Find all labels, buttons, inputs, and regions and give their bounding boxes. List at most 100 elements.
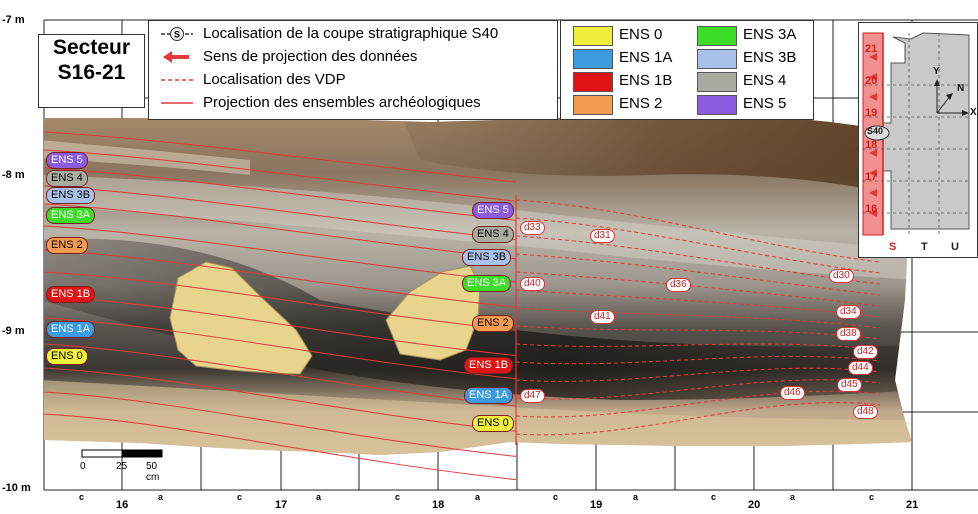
inset-row-label: 21	[865, 43, 878, 55]
symbol-legend: S Localisation de la coupe stratigraphiq…	[148, 20, 558, 120]
sub-label-c: c	[79, 492, 85, 502]
unit-swatch	[573, 72, 613, 92]
title-line2: S16-21	[57, 61, 126, 84]
unit-tag-mid: ENS 0	[472, 415, 514, 432]
sub-label-a: a	[790, 492, 796, 502]
vdp-label: d36	[666, 278, 691, 292]
unit-legend-label: ENS 3A	[743, 26, 797, 43]
inset-col-label: S	[889, 241, 897, 253]
vdp-line	[515, 307, 881, 329]
vdp-label: d40	[520, 277, 545, 291]
unit-swatch	[697, 72, 737, 92]
vdp-line	[515, 217, 881, 274]
projection-line	[43, 343, 517, 407]
unit-tag-left: ENS 5	[46, 152, 88, 169]
vdp-label: d31	[590, 229, 615, 243]
vdp-label: d47	[520, 389, 545, 403]
scale-tick-25: 25	[116, 461, 128, 472]
projection-line	[43, 149, 517, 202]
title-line1: Secteur	[52, 36, 131, 59]
sub-label-c: c	[869, 492, 875, 502]
projection-lines	[43, 131, 517, 481]
unit-legend: ENS 0 ENS 1A ENS 1B ENS 2 ENS 3A ENS 3B ENS 4 E…	[560, 20, 814, 120]
vdp-label: d41	[590, 310, 615, 324]
scale-tick-50: 50 cm	[146, 461, 160, 483]
vdp-line	[515, 402, 881, 436]
projection-line	[43, 295, 517, 357]
unit-swatch	[697, 49, 737, 69]
vdp-line	[515, 343, 881, 351]
unit-legend-label: ENS 1A	[619, 49, 673, 66]
dashed-line-icon	[161, 79, 193, 81]
unit-legend-label: ENS 1B	[619, 72, 673, 89]
inset-col-label: T	[921, 241, 928, 253]
unit-tag-left: ENS 2	[46, 237, 88, 254]
unit-legend-label: ENS 4	[743, 72, 787, 89]
unit-tag-left: ENS 1B	[46, 286, 96, 303]
unit-swatch	[573, 95, 613, 115]
sub-label-c: c	[237, 492, 243, 502]
vdp-label: d45	[837, 378, 862, 392]
vdp-label: d48	[853, 405, 878, 419]
legend-projection-label: Projection des ensembles archéologiques	[203, 94, 481, 111]
inset-axis-x: X	[970, 107, 977, 118]
sub-label-a: a	[475, 492, 481, 502]
unit-tag-mid: ENS 4	[472, 226, 514, 243]
vdp-line	[515, 253, 881, 296]
legend-vdp-label: Localisation des VDP	[203, 71, 346, 88]
inset-row-label: 17	[865, 171, 878, 183]
unit-legend-label: ENS 3B	[743, 49, 797, 66]
unit-swatch	[573, 26, 613, 46]
scale-bar-drawing	[81, 449, 163, 458]
square-label: 21	[906, 499, 919, 511]
depth-label: -8 m	[2, 169, 25, 181]
unit-tag-left: ENS 3B	[46, 187, 96, 204]
projection-line	[43, 367, 517, 432]
sub-label-a: a	[633, 492, 639, 502]
square-label: 18	[432, 499, 445, 511]
square-label: 20	[748, 499, 761, 511]
unit-tag-mid: ENS 1B	[464, 357, 514, 374]
projection-line	[43, 131, 517, 183]
vdp-line	[515, 199, 881, 263]
unit-legend-label: ENS 0	[619, 26, 663, 43]
section-marker-icon: S	[161, 27, 193, 41]
vdp-label: d38	[836, 327, 861, 341]
unit-tag-mid: ENS 5	[472, 202, 514, 219]
projection-line	[43, 185, 517, 241]
inset-axis-y: Y	[933, 66, 940, 77]
block-middle	[385, 265, 481, 361]
inset-col-label: U	[951, 241, 959, 253]
projection-line	[43, 271, 517, 331]
inset-map-drawing	[862, 32, 970, 236]
inset-section-label: S40	[867, 126, 884, 136]
projection-line	[43, 413, 517, 481]
unit-swatch	[573, 49, 613, 69]
solid-line-icon	[161, 102, 193, 104]
unit-swatch	[697, 95, 737, 115]
red-arrow-icon	[163, 51, 189, 63]
projection-line	[43, 225, 517, 283]
sub-label-c: c	[395, 492, 401, 502]
unit-tag-left: ENS 0	[46, 348, 88, 365]
scale-tick-0: 0	[80, 461, 86, 472]
sub-label-c: c	[711, 492, 717, 502]
unit-tag-mid: ENS 1A	[464, 387, 514, 404]
inset-row-label: 20	[865, 75, 878, 87]
unit-tag-mid: ENS 3A	[462, 275, 512, 292]
square-label: 19	[590, 499, 603, 511]
projection-line	[43, 249, 517, 308]
inset-row-label: 16	[865, 203, 878, 215]
location-inset-map: 21 20 19 18 17 16 S T U S40 Y X N	[858, 22, 978, 258]
unit-tag-left: ENS 1A	[46, 321, 96, 338]
square-label: 16	[116, 499, 129, 511]
inset-row-label: 19	[865, 107, 878, 119]
sub-label-a: a	[158, 492, 164, 502]
projection-line	[43, 203, 517, 260]
vdp-label: d46	[780, 386, 805, 400]
vdp-label: d30	[829, 269, 854, 283]
vdp-label: d44	[848, 361, 873, 375]
vdp-line	[515, 355, 881, 365]
unit-legend-label: ENS 2	[619, 95, 663, 112]
vdp-line	[515, 289, 881, 318]
